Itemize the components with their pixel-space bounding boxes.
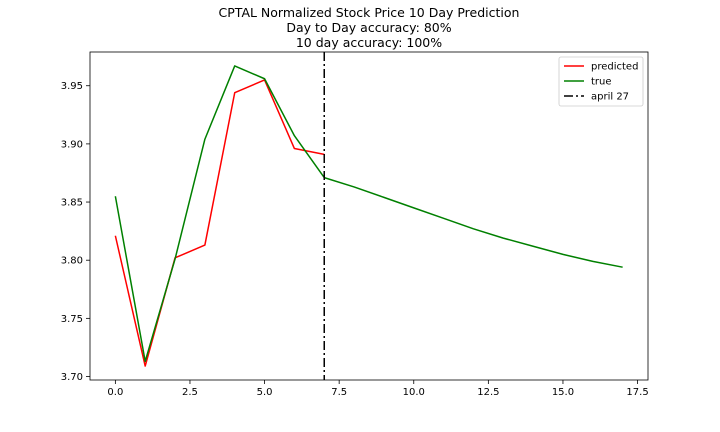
y-tick-label: 3.85: [61, 198, 83, 209]
y-tick-label: 3.90: [61, 139, 83, 150]
chart-title-line: Day to Day accuracy: 80%: [286, 20, 451, 35]
series-line-predicted: [114, 79, 325, 367]
x-tick-label: 12.5: [477, 387, 499, 398]
chart-title-line: 10 day accuracy: 100%: [296, 35, 442, 50]
series-line-true: [114, 65, 623, 363]
y-tick-label: 3.80: [61, 256, 83, 267]
x-tick-label: 17.5: [626, 387, 648, 398]
plot-frame: [89, 51, 649, 381]
legend-box: [558, 56, 644, 107]
chart-title-line: CPTAL Normalized Stock Price 10 Day Pred…: [219, 5, 520, 20]
legend-label: true: [591, 77, 612, 88]
x-tick-label: 5.0: [257, 387, 273, 398]
x-tick-label: 0.0: [107, 387, 123, 398]
y-tick-label: 3.95: [61, 81, 83, 92]
x-tick-label: 10.0: [403, 387, 425, 398]
legend-label: april 27: [591, 92, 629, 103]
legend-label: predicted: [591, 62, 638, 73]
y-tick-label: 3.75: [61, 314, 83, 325]
x-tick-label: 15.0: [552, 387, 574, 398]
x-tick-label: 2.5: [182, 387, 198, 398]
y-tick-label: 3.70: [61, 372, 83, 383]
x-tick-label: 7.5: [331, 387, 347, 398]
